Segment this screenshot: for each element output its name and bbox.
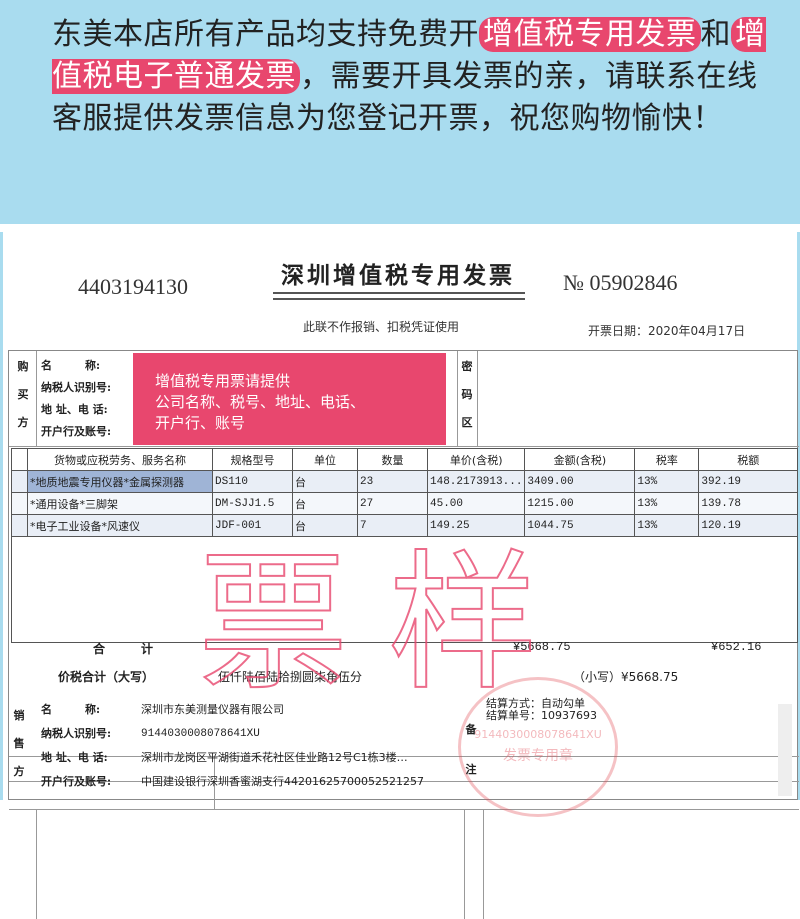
grand-total-small: （小写）¥5668.75: [573, 670, 679, 684]
total-tax: ¥652.16: [711, 640, 762, 654]
grand-total-label: 价税合计（大写）: [58, 670, 155, 684]
remarks: 结算方式：自动勾单 结算单号：10937693: [486, 697, 597, 722]
table-row[interactable]: *电子工业设备*风速仪 JDF-001 台 7 149.25 1044.75 13% 120.…: [11, 514, 798, 537]
invoice-title: 深圳增值税专用发票: [281, 262, 515, 289]
sample-watermark: 票样: [197, 536, 579, 712]
invoice-date: 开票日期：2020年04月17日: [588, 324, 746, 338]
invoice-code: 4403194130: [78, 274, 188, 299]
highlight-special-invoice: 增值税专用发票: [479, 17, 701, 52]
total-amount: ¥5668.75: [513, 640, 571, 654]
goods-table: 货物或应税劳务、服务名称 规格型号 单位 数量 单价(含税) 金额(含税) 税率 税额 *地质…: [11, 448, 798, 643]
buyer-labels: 名 称: 纳税人识别号: 地 址、电 话: 开户行及账号:: [41, 359, 112, 438]
buyer-info-notice: 增值税专用票请提供 公司名称、税号、地址、电话、 开户行、账号: [133, 353, 446, 445]
invoice-subtitle: 此联不作报销、扣税凭证使用: [303, 320, 460, 334]
table-header: 货物或应税劳务、服务名称 规格型号 单位 数量 单价(含税) 金额(含税) 税率 税额: [11, 448, 798, 471]
invoice: 4403194130 深圳增值税专用发票 № 05902846 此联不作报销、扣…: [0, 232, 800, 919]
invoice-number: № 05902846: [563, 270, 678, 295]
remarks-scrollbar[interactable]: [778, 704, 792, 796]
remarks-label: 备注: [465, 723, 477, 776]
buyer-side-label: 购买方: [17, 360, 29, 429]
table-row[interactable]: *地质地震专用仪器*金属探测器 DS110 台 23 148.2173913... 340…: [11, 470, 798, 493]
grand-total-words: 伍仟陆佰陆拾捌圆柒角伍分: [218, 670, 363, 684]
banner-text: 东美本店所有产品均支持免费开 增值税专用发票和增值税电子普通发票 ，需要开具发票的亲…: [52, 17, 766, 136]
seller-labels: 名 称: 纳税人识别号: 地 址、电 话: 开户行及账号:: [41, 703, 112, 788]
total-label: 合 计: [93, 642, 154, 656]
seller-side-label: 销售方: [13, 709, 25, 778]
seller-values: 深圳市东美测量仪器有限公司 9144030008078641XU 深圳市龙岗区平湖街…: [141, 703, 424, 788]
promo-banner: 东美本店所有产品均支持免费开 增值税专用发票和增值税电子普通发票 ，需要开具发票的亲…: [0, 0, 800, 224]
title-underline: [273, 292, 525, 300]
cipher-area-label: 密码区: [461, 360, 473, 429]
